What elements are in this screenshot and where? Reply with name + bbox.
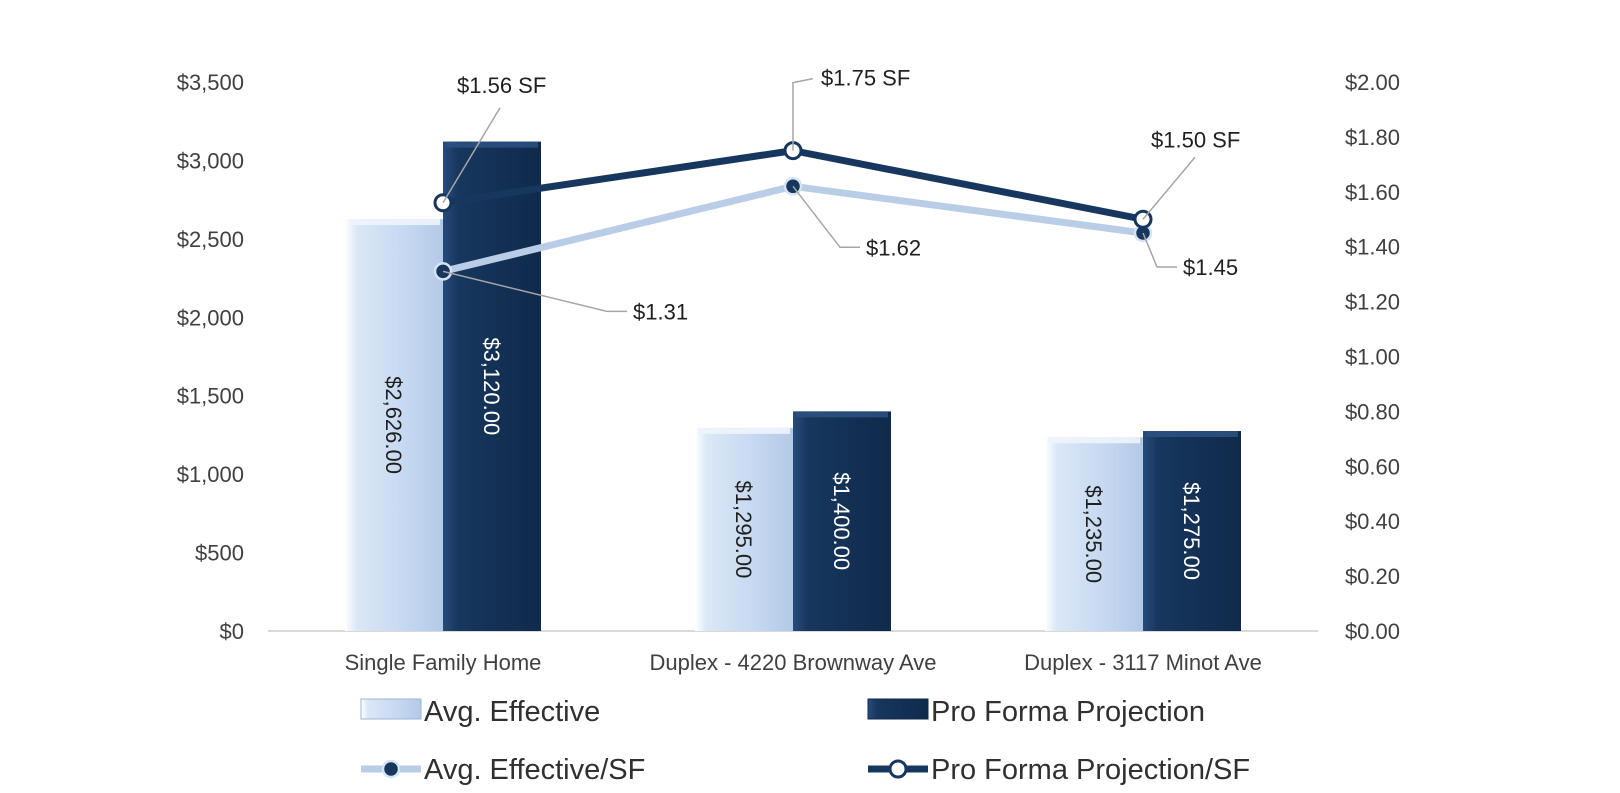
- left-axis-tick-label: $1,000: [177, 462, 244, 487]
- bar-top-bevel: [796, 411, 888, 418]
- right-axis-tick-label: $0.20: [1345, 564, 1400, 589]
- pro-forma-sf-label: $1.56 SF: [457, 73, 546, 98]
- legend-marker: [381, 759, 401, 779]
- point-label-leader-line: [442, 107, 501, 204]
- legend-label: Avg. Effective/SF: [424, 754, 645, 786]
- right-axis-tick-label: $1.00: [1345, 345, 1400, 370]
- bar-top-bevel: [1048, 437, 1140, 444]
- legend-swatch-pro-forma: [867, 698, 929, 720]
- legend-label: Pro Forma Projection: [931, 696, 1205, 728]
- left-axis-tick-label: $2,000: [177, 305, 244, 330]
- right-axis-tick-label: $0.40: [1345, 509, 1400, 534]
- right-axis-tick-label: $1.60: [1345, 180, 1400, 205]
- legend-swatch-avg-effective: [360, 698, 422, 720]
- bar-top-bevel: [698, 427, 790, 434]
- left-axis-tick-label: $1,500: [177, 384, 244, 409]
- bar-pro-forma: [793, 411, 891, 631]
- bar-value-label: $1,275.00: [1179, 482, 1204, 580]
- bar-value-label: $1,400.00: [829, 472, 854, 570]
- bar-value-label: $2,626.00: [381, 376, 406, 474]
- right-axis-tick-label: $1.40: [1345, 235, 1400, 260]
- category-label: Single Family Home: [345, 650, 542, 675]
- left-axis-tick-label: $3,000: [177, 148, 244, 173]
- avg-effective-sf-label: $1.31: [633, 299, 688, 324]
- bar-value-label: $3,120.00: [479, 337, 504, 435]
- pro-forma-sf-label: $1.50 SF: [1151, 127, 1240, 152]
- bar-pro-forma: [1143, 431, 1241, 631]
- legend-label: Avg. Effective: [424, 696, 600, 728]
- legend-label: Pro Forma Projection/SF: [931, 754, 1250, 786]
- bar-avg-effective: [345, 219, 443, 631]
- left-axis-tick-label: $3,500: [177, 70, 244, 95]
- bar-avg-effective: [1045, 437, 1143, 631]
- category-label: Duplex - 4220 Brownway Ave: [650, 650, 937, 675]
- bar-value-label: $1,235.00: [1081, 485, 1106, 583]
- avg-effective-sf-label: $1.62: [866, 235, 921, 260]
- point-label-leader-line: [1142, 232, 1177, 268]
- right-axis-tick-label: $1.20: [1345, 290, 1400, 315]
- category-label: Duplex - 3117 Minot Ave: [1024, 650, 1262, 675]
- bar-avg-effective: [695, 427, 793, 631]
- point-label-leader-line: [792, 185, 860, 249]
- right-axis-tick-label: $1.80: [1345, 125, 1400, 150]
- legend-marker: [888, 759, 908, 779]
- bar-pro-forma: [443, 141, 541, 631]
- right-axis-tick-label: $2.00: [1345, 70, 1400, 95]
- right-axis-tick-label: $0.80: [1345, 399, 1400, 424]
- point-label-leader-line: [442, 270, 627, 313]
- point-label-leader-line: [1142, 156, 1196, 220]
- point-label-leader-line: [792, 77, 814, 151]
- left-axis-tick-label: $0: [220, 619, 244, 644]
- bar-value-label: $1,295.00: [731, 480, 756, 578]
- right-axis-tick-label: $0.60: [1345, 454, 1400, 479]
- bar-top-bevel: [446, 141, 538, 148]
- left-axis-tick-label: $500: [195, 541, 244, 566]
- avg-effective-sf-label: $1.45: [1183, 255, 1238, 280]
- left-axis-tick-label: $2,500: [177, 227, 244, 252]
- pro-forma-sf-label: $1.75 SF: [821, 66, 910, 91]
- bar-top-bevel: [348, 219, 440, 226]
- bar-top-bevel: [1146, 431, 1238, 438]
- right-axis-tick-label: $0.00: [1345, 619, 1400, 644]
